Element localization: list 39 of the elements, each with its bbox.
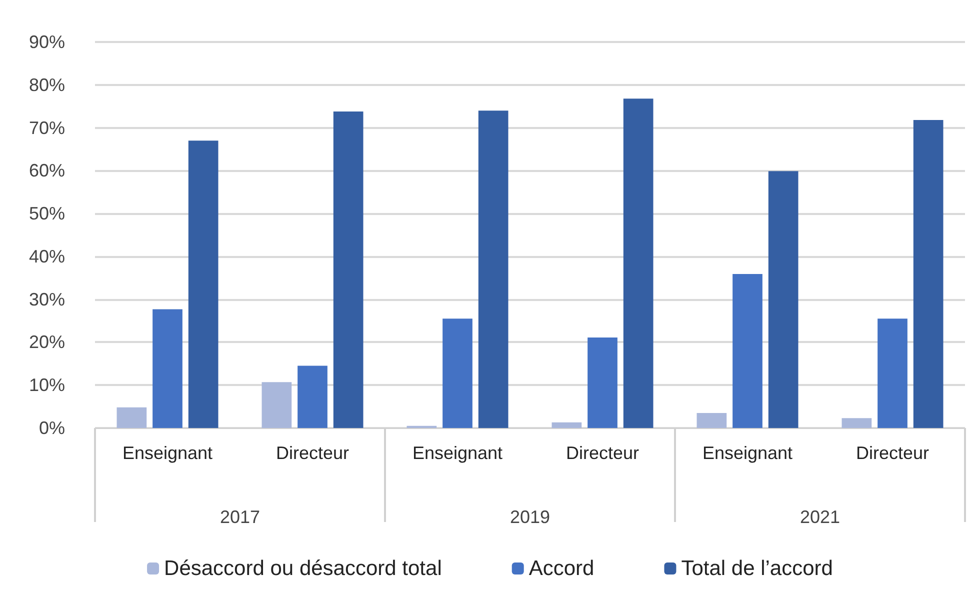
y-tick-label: 60% bbox=[28, 160, 65, 181]
bar bbox=[442, 318, 472, 428]
bar bbox=[588, 338, 618, 428]
bar bbox=[333, 111, 364, 428]
y-tick-label: 80% bbox=[28, 74, 65, 95]
x-tick-label: Directeur bbox=[566, 443, 640, 463]
bar bbox=[768, 171, 798, 428]
x-tick-label: Enseignant bbox=[702, 443, 793, 463]
y-tick-label: 90% bbox=[28, 32, 65, 52]
text: 2021 bbox=[800, 507, 840, 527]
x-tick-label: Enseignant bbox=[412, 443, 503, 463]
bar bbox=[732, 274, 762, 428]
y-tick-label: 0% bbox=[38, 418, 65, 438]
bar bbox=[842, 418, 872, 428]
y-tick-label: 30% bbox=[28, 289, 65, 310]
text: 2017 bbox=[220, 507, 260, 527]
y-tick-label: 20% bbox=[28, 332, 65, 352]
legend-label: Accord bbox=[528, 557, 594, 580]
bar bbox=[188, 140, 218, 428]
bar bbox=[696, 412, 727, 428]
y-tick-label: 70% bbox=[28, 118, 65, 138]
bar bbox=[878, 318, 908, 428]
legend-label: Désaccord ou désaccord total bbox=[164, 557, 442, 580]
x-tick-label: Directeur bbox=[856, 443, 930, 463]
y-tick-label: 10% bbox=[28, 375, 65, 396]
y-tick-label: 40% bbox=[28, 246, 65, 266]
bar bbox=[478, 110, 508, 428]
bar bbox=[116, 407, 147, 428]
text: 2019 bbox=[510, 507, 550, 527]
bar bbox=[913, 120, 944, 428]
y-tick-label: 50% bbox=[28, 204, 65, 224]
bar bbox=[623, 98, 654, 428]
x-tick-label: Enseignant bbox=[122, 443, 213, 463]
bar bbox=[552, 422, 582, 428]
legend-label: Total de l’accord bbox=[681, 557, 833, 580]
bar bbox=[152, 309, 182, 428]
bar bbox=[298, 366, 328, 428]
x-tick-label: Directeur bbox=[276, 443, 350, 463]
bar bbox=[262, 382, 292, 428]
